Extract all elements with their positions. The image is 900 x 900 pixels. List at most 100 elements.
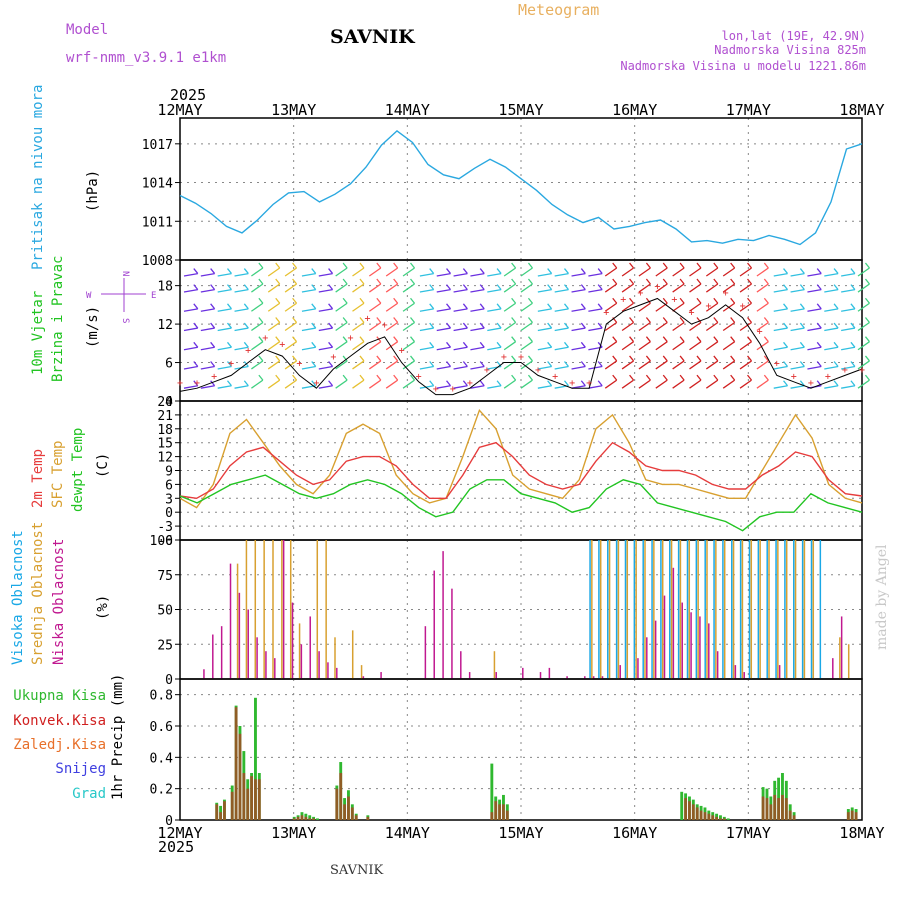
wind-barb: [621, 341, 634, 351]
wind-barb-feather: [597, 361, 603, 367]
wind-barb-feather: [328, 322, 334, 329]
y-tick-label: 12: [157, 451, 173, 466]
wind-barb: [503, 341, 516, 351]
wind-barb-feather: [730, 278, 736, 285]
wind-barb-feather: [275, 374, 281, 381]
wind-barb: [722, 379, 736, 389]
wind-barb: [824, 385, 839, 389]
wind-barb: [183, 288, 198, 293]
wind-barb-feather: [462, 284, 468, 291]
wind-barb: [604, 267, 618, 277]
y-tick-label: 15: [157, 437, 173, 452]
precip-conv-bar: [308, 818, 312, 820]
wind-barb-feather: [342, 374, 348, 381]
wind-barb-feather: [429, 380, 435, 387]
wind-barb: [385, 341, 399, 351]
wind-barb-feather: [645, 278, 651, 285]
wind-barb: [554, 288, 569, 293]
wind-barb-feather: [462, 380, 468, 387]
wind-barb-feather: [342, 317, 348, 323]
wind-barb-feather: [243, 380, 249, 387]
wind-barb: [537, 365, 552, 370]
precip-legend-snow: Snijeg: [55, 761, 106, 777]
cloud-legend-high: Visoka Oblacnost: [10, 530, 26, 665]
wind-barb-feather: [511, 336, 517, 343]
wind-barb-feather: [730, 297, 736, 304]
wind-barb: [857, 321, 870, 332]
wind-barb: [436, 272, 451, 277]
wind-barb-feather: [511, 297, 517, 304]
wind-barb: [722, 283, 736, 293]
precip-conv-bar: [691, 804, 695, 820]
wind-barb: [234, 385, 249, 389]
wind-barb: [402, 360, 415, 370]
wind-barb: [352, 360, 365, 370]
wind-barb: [807, 327, 822, 332]
wind-barb: [352, 321, 365, 332]
precip-conv-bar: [257, 779, 261, 820]
wind-barb-feather: [359, 297, 365, 304]
panel-precipitation: 0 0.2 0.4 0.6 0.8: [150, 678, 863, 829]
wind-barb-feather: [645, 262, 651, 269]
wind-barb: [571, 327, 586, 332]
y-tick-label: 12: [157, 318, 173, 333]
x-label-top: 16MAY: [612, 101, 657, 119]
wind-barb: [621, 302, 634, 312]
wind-barb-feather: [210, 268, 216, 274]
wind-barb: [200, 308, 215, 312]
wind-barb-feather: [193, 303, 199, 310]
wind-barb: [689, 283, 702, 293]
wind-barb-feather: [258, 297, 264, 304]
wind-barb-feather: [713, 355, 719, 362]
wind-barb: [824, 272, 839, 277]
y-tick-label: 0: [165, 673, 173, 688]
precip-conv-bar: [343, 804, 347, 820]
precip-conv-bar: [850, 810, 854, 820]
precip-conv-bar: [703, 812, 707, 820]
wind-barb-feather: [816, 341, 822, 348]
wind-barb: [487, 308, 502, 312]
wind-barb: [689, 341, 702, 351]
wind-barb: [824, 308, 839, 312]
wind-barb: [672, 341, 685, 351]
y-tick-label: 0: [165, 506, 173, 521]
wind-barb: [722, 341, 736, 351]
wind-barb-feather: [563, 322, 569, 329]
wind-barb: [722, 321, 736, 332]
precip-conv-bar: [219, 812, 223, 820]
wind-barb: [824, 346, 839, 351]
wind-barb: [453, 327, 468, 332]
wind-barb: [402, 379, 415, 389]
wind-barb: [857, 379, 870, 389]
wind-barb: [857, 267, 870, 277]
wind-barb-feather: [193, 380, 199, 387]
wind-barb-feather: [479, 341, 485, 348]
wind-barb-feather: [662, 374, 668, 381]
wind-barb: [453, 272, 468, 277]
wind-barb: [773, 308, 788, 312]
wind-barb-feather: [580, 361, 586, 367]
wind-barb: [385, 360, 399, 370]
wind-barb: [368, 379, 382, 389]
wind-barb: [537, 272, 552, 277]
wind-barb: [436, 365, 451, 370]
wind-barb-feather: [292, 355, 298, 362]
precip-conv-bar: [722, 818, 726, 820]
wind-barb: [234, 272, 249, 277]
wind-barb-feather: [479, 361, 485, 367]
wind-barb-feather: [547, 361, 553, 367]
wind-barb-feather: [410, 336, 416, 343]
wind-barb: [655, 360, 668, 370]
wind-barb-feather: [799, 361, 805, 367]
y-tick-label: 0: [165, 395, 173, 410]
wind-barb: [402, 267, 415, 277]
wind-barb: [571, 365, 586, 370]
wind-barb: [857, 302, 870, 312]
wind-barb-feather: [645, 374, 651, 381]
wind-barb: [520, 302, 533, 312]
wind-barb: [571, 272, 586, 277]
precip-conv-bar: [784, 798, 788, 820]
gust-mark: +: [791, 371, 797, 382]
wind-barb: [655, 321, 668, 332]
